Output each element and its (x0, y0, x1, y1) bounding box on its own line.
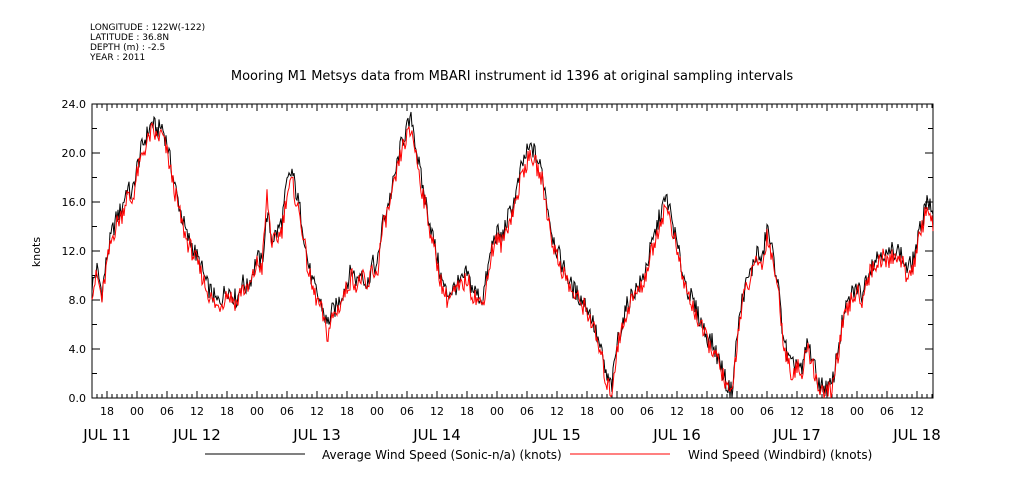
x-hour-label: 12 (670, 405, 684, 418)
x-hour-label: 06 (400, 405, 414, 418)
x-date-label: JUL 13 (292, 426, 341, 444)
chart-title: Mooring M1 Metsys data from MBARI instru… (231, 69, 793, 84)
x-hour-label: 18 (340, 405, 354, 418)
x-hour-label: 00 (730, 405, 744, 418)
meta-depth: DEPTH (m) : -2.5 (90, 43, 165, 53)
y-tick-label: 24.0 (62, 98, 87, 111)
x-hour-label: 18 (700, 405, 714, 418)
y-tick-label: 20.0 (62, 147, 87, 160)
y-tick-label: 16.0 (62, 196, 87, 209)
x-hour-label: 00 (370, 405, 384, 418)
x-date-label: JUL 18 (892, 426, 941, 444)
x-date-label: JUL 11 (82, 426, 131, 444)
x-hour-label: 00 (610, 405, 624, 418)
meta-longitude: LONGITUDE : 122W(-122) (90, 23, 205, 33)
x-hour-label: 12 (550, 405, 564, 418)
x-hour-label: 12 (190, 405, 204, 418)
x-hour-label: 18 (100, 405, 114, 418)
x-hour-label: 00 (490, 405, 504, 418)
x-hour-label: 00 (850, 405, 864, 418)
y-tick-label: 8.0 (69, 294, 87, 307)
x-hour-label: 18 (580, 405, 594, 418)
series-line-sonic (91, 111, 934, 399)
x-date-label: JUL 16 (652, 426, 701, 444)
x-hour-label: 00 (130, 405, 144, 418)
legend-label-sonic: Average Wind Speed (Sonic-n/a) (knots) (322, 448, 562, 462)
meta-latitude: LATITUDE : 36.8N (90, 33, 169, 43)
x-hour-label: 06 (760, 405, 774, 418)
series-line-windbird (91, 122, 934, 399)
x-date-label: JUL 15 (532, 426, 581, 444)
x-hour-label: 12 (910, 405, 924, 418)
x-date-label: JUL 17 (772, 426, 821, 444)
x-hour-label: 06 (520, 405, 534, 418)
y-tick-label: 12.0 (62, 245, 87, 258)
x-hour-label: 18 (460, 405, 474, 418)
x-hour-label: 06 (280, 405, 294, 418)
x-hour-label: 18 (220, 405, 234, 418)
y-tick-label: 0.0 (69, 392, 87, 405)
x-date-label: JUL 12 (172, 426, 221, 444)
meta-year: YEAR : 2011 (89, 53, 145, 63)
x-hour-label: 12 (790, 405, 804, 418)
x-hour-label: 06 (880, 405, 894, 418)
x-hour-label: 18 (820, 405, 834, 418)
x-hour-label: 00 (250, 405, 264, 418)
x-hour-label: 12 (310, 405, 324, 418)
y-axis-label: knots (30, 237, 43, 267)
x-hour-label: 06 (160, 405, 174, 418)
x-date-label: JUL 14 (412, 426, 461, 444)
legend-label-windbird: Wind Speed (Windbird) (knots) (688, 448, 872, 462)
x-hour-label: 06 (640, 405, 654, 418)
plot-frame (91, 103, 934, 399)
y-tick-label: 4.0 (69, 343, 87, 356)
x-hour-label: 12 (430, 405, 444, 418)
